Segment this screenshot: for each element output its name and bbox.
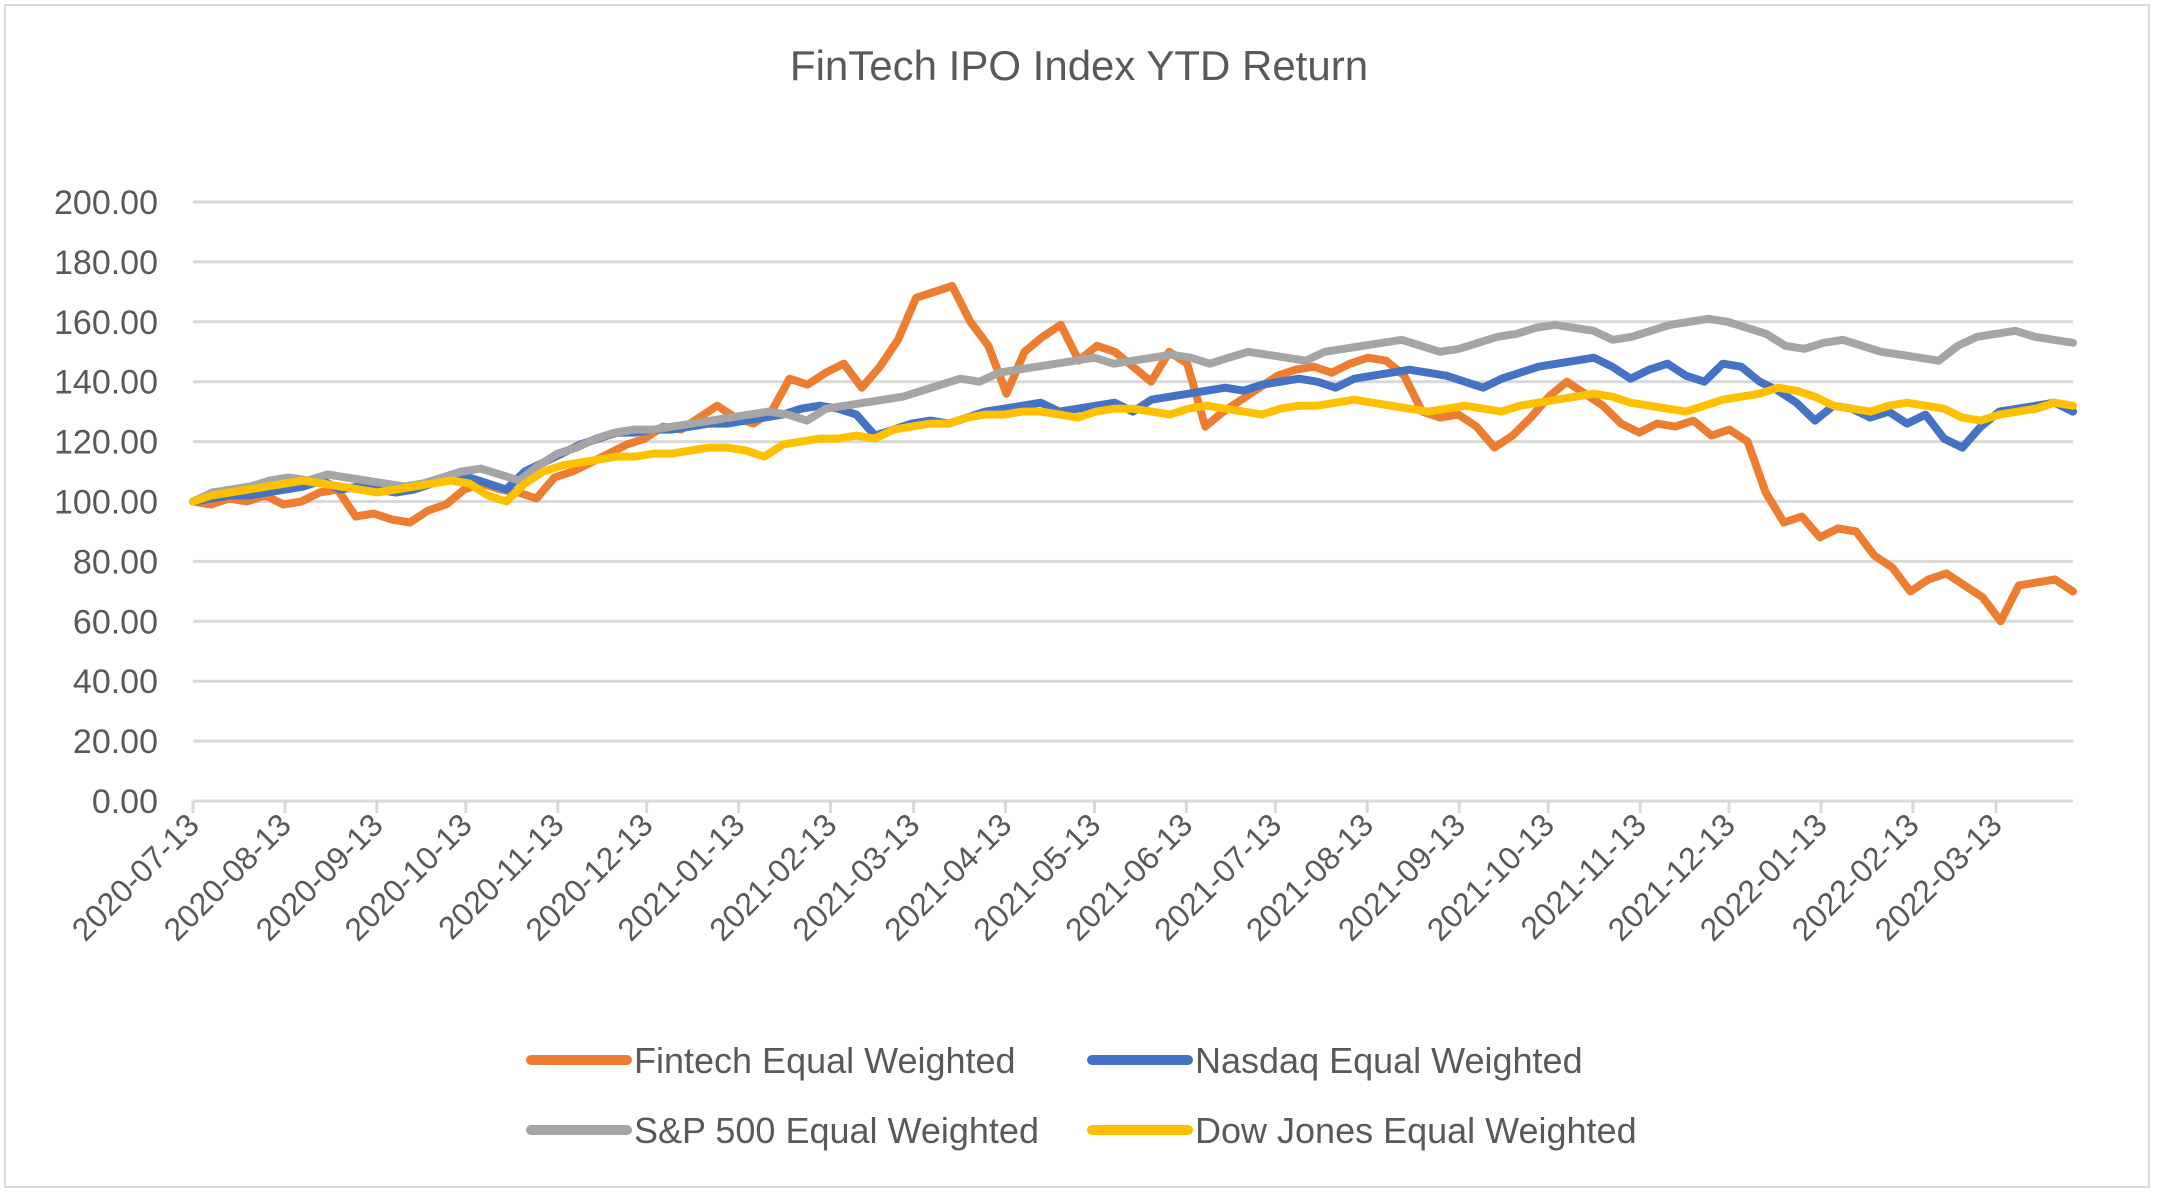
legend-item[interactable]: Dow Jones Equal Weighted bbox=[1087, 1110, 1637, 1151]
y-tick-label: 140.00 bbox=[54, 364, 158, 402]
y-tick-label: 80.00 bbox=[73, 543, 158, 581]
legend-item[interactable]: Fintech Equal Weighted bbox=[526, 1040, 1016, 1081]
y-axis-ticks: 0.00 20.00 40.00 60.00 80.00 100.00 120.00 140.… bbox=[54, 184, 158, 821]
x-axis: 2020-07-132020-08-132020-09-132020-10-13… bbox=[65, 799, 2073, 948]
chart-title: FinTech IPO Index YTD Return bbox=[790, 42, 1368, 89]
legend-label: S&P 500 Equal Weighted bbox=[634, 1110, 1039, 1151]
y-tick-label: 0.00 bbox=[92, 783, 158, 821]
series-line-s-p-500-equal-weighted bbox=[189, 314, 2077, 506]
y-tick-label: 180.00 bbox=[54, 244, 158, 282]
y-tick-label: 40.00 bbox=[73, 663, 158, 701]
legend-label: Nasdaq Equal Weighted bbox=[1195, 1040, 1583, 1081]
series-line-dow-jones-equal-weighted bbox=[189, 383, 2077, 506]
y-tick-label: 20.00 bbox=[73, 723, 158, 761]
y-tick-label: 160.00 bbox=[54, 304, 158, 342]
legend-label: Fintech Equal Weighted bbox=[634, 1040, 1016, 1081]
legend-item[interactable]: Nasdaq Equal Weighted bbox=[1087, 1040, 1583, 1081]
legend-item[interactable]: S&P 500 Equal Weighted bbox=[526, 1110, 1039, 1151]
legend: Fintech Equal Weighted Nasdaq Equal Weigh… bbox=[526, 1040, 1637, 1151]
series-line-fintech-equal-weighted bbox=[189, 281, 2077, 626]
legend-label: Dow Jones Equal Weighted bbox=[1195, 1110, 1637, 1151]
y-tick-label: 120.00 bbox=[54, 424, 158, 462]
y-tick-label: 200.00 bbox=[54, 184, 158, 222]
series-lines bbox=[189, 281, 2077, 626]
y-tick-label: 60.00 bbox=[73, 603, 158, 641]
y-tick-label: 100.00 bbox=[54, 484, 158, 522]
series-line-nasdaq-equal-weighted bbox=[189, 353, 2077, 506]
